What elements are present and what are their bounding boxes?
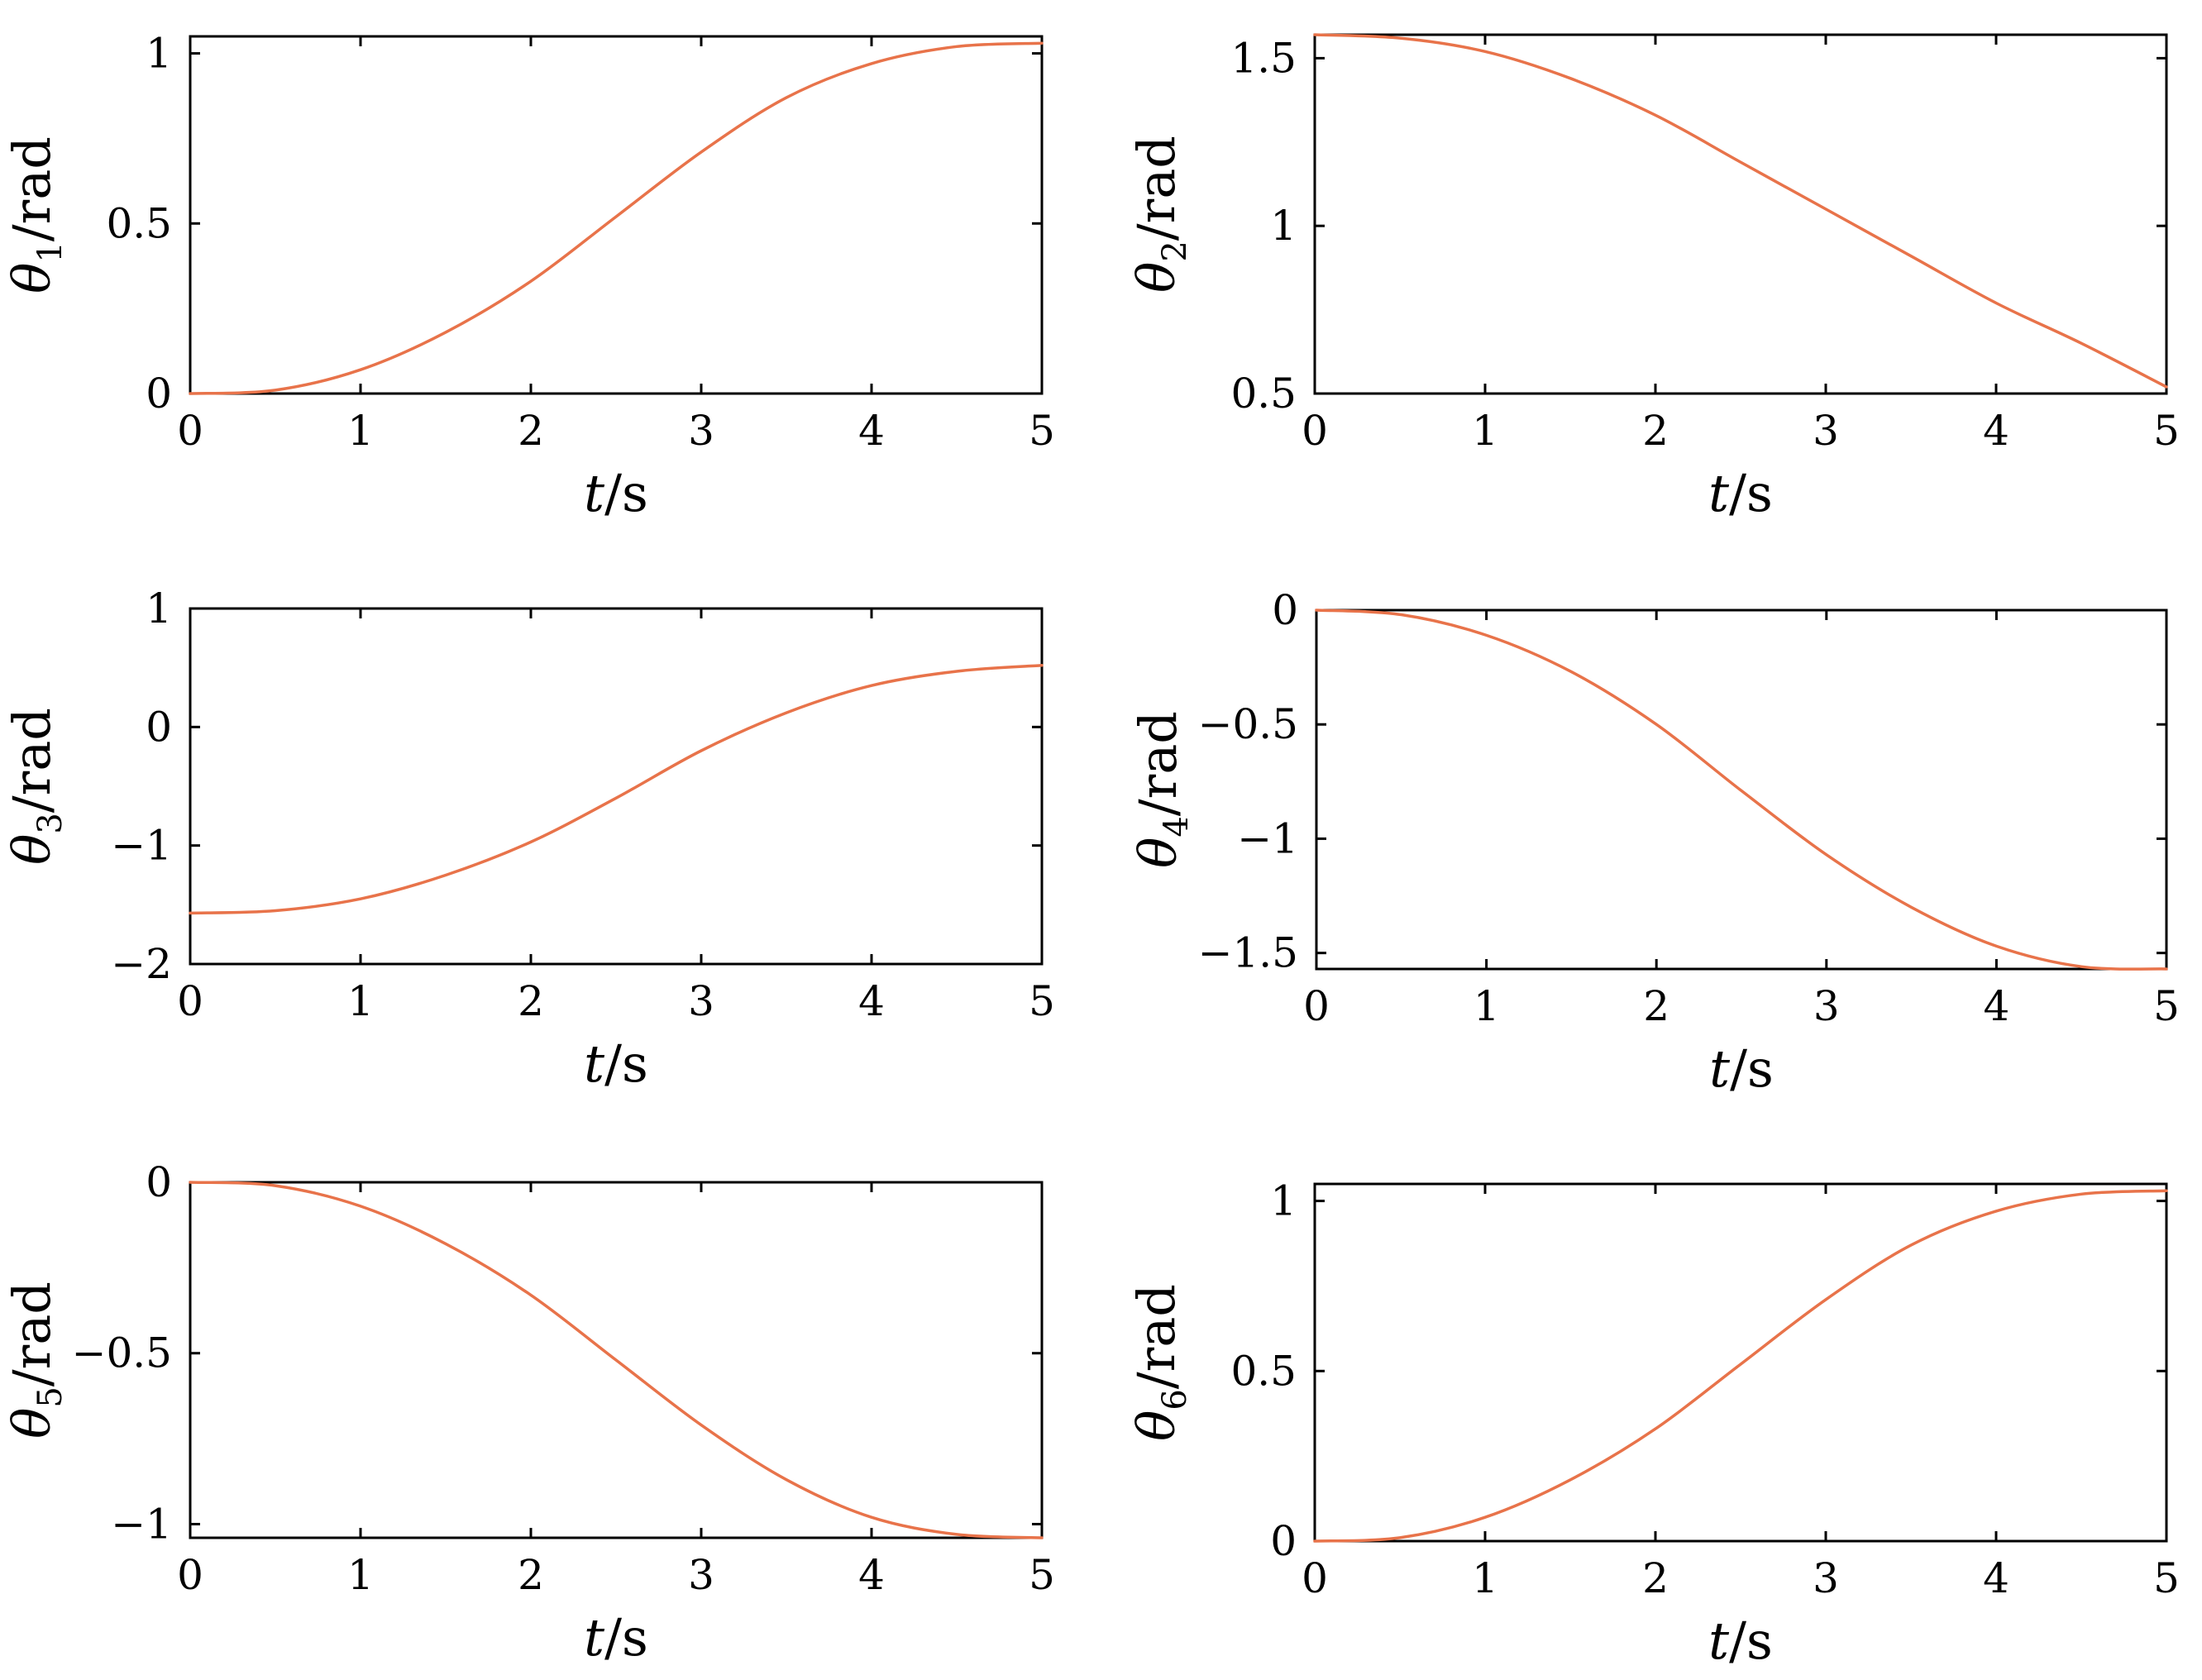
y-tick-label-5-0: −1 [111,1500,172,1548]
x-tick-label-2-3: 3 [1813,407,1839,455]
y-axis-label-5: θ5/rad [2,1281,69,1439]
x-axis-label-1: t/s [584,463,648,523]
subplot-3: 0 1 2 3 4 5 −2 −1 0 1 t/s θ3/rad [2,585,1055,1094]
x-tick-label-4-0: 0 [1303,982,1330,1030]
y-tick-label-5-1: −0.5 [72,1329,172,1377]
x-tick-label-2-0: 0 [1302,407,1328,455]
x-tick-label-1-0: 0 [177,407,203,455]
y-tick-label-6-1: 0.5 [1230,1347,1297,1395]
x-tick-label-4-2: 2 [1643,982,1669,1030]
x-axis-label-6: t/s [1708,1611,1773,1671]
plot-frame-5 [189,1181,1044,1539]
x-tick-label-3-4: 4 [858,977,885,1025]
y-tick-label-1-0: 0 [146,370,172,418]
x-axis-label-4: t/s [1709,1038,1774,1099]
y-tick-label-3-0: −2 [111,940,172,988]
y-tick-label-2-0: 0.5 [1230,370,1297,418]
x-tick-label-5-2: 2 [518,1551,544,1599]
x-tick-label-5-0: 0 [177,1551,203,1599]
x-tick-label-1-4: 4 [858,407,885,455]
y-tick-label-4-0: −1.5 [1198,929,1298,977]
x-tick-label-3-3: 3 [688,977,714,1025]
x-tick-label-3-5: 5 [1029,977,1055,1025]
x-tick-label-2-1: 1 [1472,407,1498,455]
x-axis-label-3: t/s [584,1033,648,1094]
y-tick-label-4-3: 0 [1272,586,1298,634]
series-line-2-0 [1313,33,2168,389]
x-tick-label-2-5: 5 [2153,407,2180,455]
series-line-4-0 [1315,609,2168,971]
y-tick-label-2-2: 1.5 [1230,34,1297,82]
y-tick-label-2-1: 1 [1270,202,1297,250]
x-tick-label-5-1: 1 [347,1551,374,1599]
plot-frame-3 [189,607,1044,966]
subplot-4: 0 1 2 3 4 5 −1.5 −1 −0.5 0 t/s θ4/rad [1128,586,2180,1099]
series-line-5-0 [189,1181,1044,1539]
y-axis-label-3: θ3/rad [2,708,69,865]
plot-frame-6 [1313,1182,2168,1543]
x-tick-label-4-5: 5 [2153,982,2180,1030]
y-tick-label-3-3: 1 [146,585,172,632]
y-tick-label-6-2: 1 [1270,1177,1297,1225]
x-tick-label-6-2: 2 [1642,1554,1669,1602]
subplot-2: 0 1 2 3 4 5 0.5 1 1.5 t/s θ2/rad [1126,33,2180,523]
series-line-3-0 [189,664,1044,915]
y-tick-label-1-2: 1 [146,30,172,78]
x-tick-label-1-3: 3 [688,407,714,455]
subplot-1: 0 1 2 3 4 5 0 0.5 1 t/s θ1/rad [2,30,1055,523]
x-tick-label-5-4: 4 [858,1551,885,1599]
y-tick-label-3-2: 0 [146,703,172,751]
series-line-6-0 [1313,1189,2168,1543]
x-tick-label-1-1: 1 [347,407,374,455]
x-tick-label-6-1: 1 [1472,1554,1498,1602]
x-tick-label-4-3: 3 [1813,982,1840,1030]
x-tick-label-5-5: 5 [1029,1551,1055,1599]
y-tick-label-6-0: 0 [1270,1517,1297,1565]
y-tick-label-1-1: 0.5 [106,199,172,247]
y-tick-label-4-2: −0.5 [1198,700,1298,748]
y-tick-label-5-2: 0 [146,1158,172,1206]
x-tick-label-3-1: 1 [347,977,374,1025]
series-line-1-0 [189,41,1044,395]
subplot-6: 0 1 2 3 4 5 0 0.5 1 t/s θ6/rad [1126,1177,2180,1671]
y-axis-label-6: θ6/rad [1126,1284,1194,1441]
x-tick-label-2-4: 4 [1983,407,2009,455]
plot-frame-2 [1313,33,2168,395]
x-axis-label-2: t/s [1708,463,1773,523]
x-tick-label-2-2: 2 [1642,407,1669,455]
x-tick-label-6-4: 4 [1983,1554,2009,1602]
x-tick-label-3-2: 2 [518,977,544,1025]
x-tick-label-3-0: 0 [177,977,203,1025]
y-axis-label-2: θ2/rad [1126,136,1194,293]
plot-frame-1 [189,35,1044,395]
x-tick-label-6-0: 0 [1302,1554,1328,1602]
y-tick-label-4-1: −1 [1237,814,1298,862]
y-tick-label-3-1: −1 [111,822,172,870]
x-tick-label-1-2: 2 [518,407,544,455]
x-axis-label-5: t/s [584,1607,648,1668]
plot-frame-4 [1315,609,2168,971]
x-tick-label-4-1: 1 [1474,982,1500,1030]
x-tick-label-4-4: 4 [1983,982,2009,1030]
y-axis-label-4: θ4/rad [1128,711,1196,868]
x-tick-label-5-3: 3 [688,1551,714,1599]
x-tick-label-6-5: 5 [2153,1554,2180,1602]
x-tick-label-6-3: 3 [1813,1554,1839,1602]
x-tick-label-1-5: 5 [1029,407,1055,455]
y-axis-label-1: θ1/rad [2,136,69,294]
subplot-5: 0 1 2 3 4 5 −1 −0.5 0 t/s θ5/rad [2,1158,1055,1668]
